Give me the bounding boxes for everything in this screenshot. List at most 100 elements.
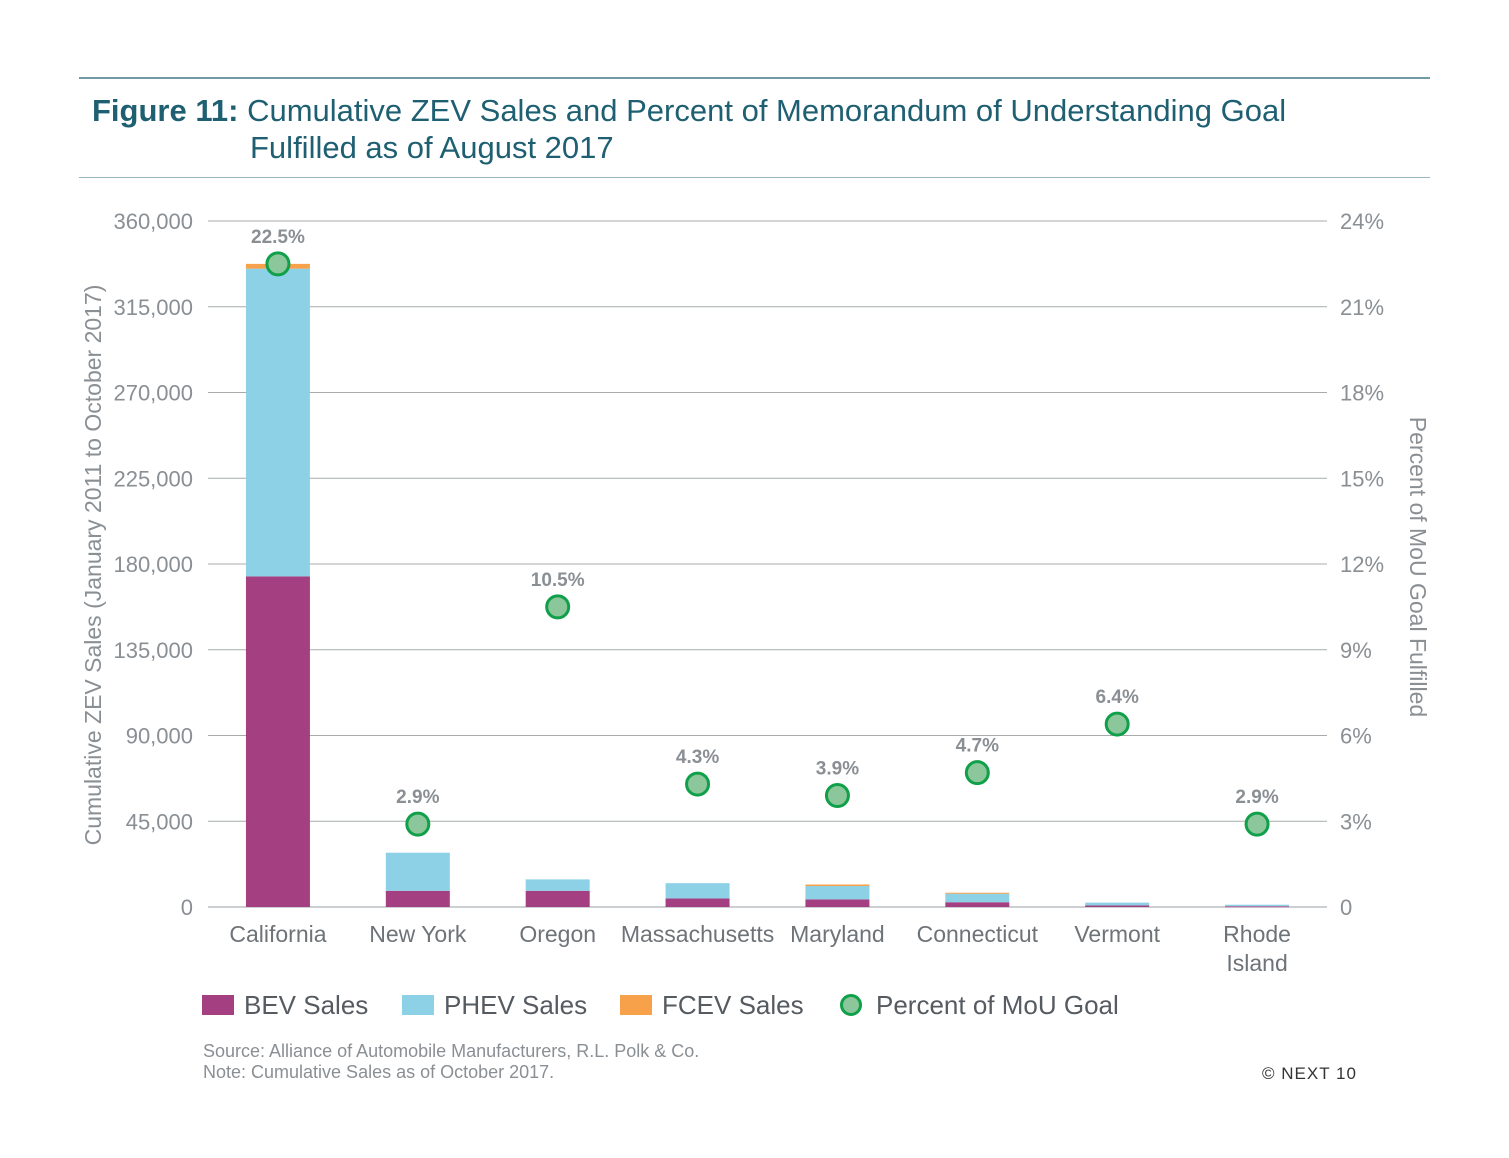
category-label-line: Connecticut xyxy=(917,921,1039,947)
percent-point xyxy=(1104,711,1130,737)
bar-segment xyxy=(245,268,310,577)
category-label-line: Rhode xyxy=(1223,921,1291,947)
legend-bev-label: BEV Sales xyxy=(244,989,369,1020)
title-line-2: Fulfilled as of August 2017 xyxy=(250,130,614,165)
data-label: 4.3% xyxy=(676,747,719,768)
percent-point xyxy=(405,811,431,837)
source-note: Source: Alliance of Automobile Manufactu… xyxy=(203,1041,700,1061)
y-tick-label: 180,000 xyxy=(113,552,193,577)
legend-bev: BEV Sales xyxy=(202,985,368,1025)
y-tick-label: 135,000 xyxy=(113,638,193,663)
bar-segment xyxy=(525,879,590,891)
percent-point xyxy=(545,594,571,620)
y-tick-label: 315,000 xyxy=(113,295,193,320)
bars xyxy=(245,263,1290,908)
category-label: Oregon xyxy=(519,921,596,947)
data-label: 2.9% xyxy=(1235,787,1278,808)
bar-segment xyxy=(245,576,310,907)
legend-phev-swatch xyxy=(402,995,434,1015)
y2-tick-label: 18% xyxy=(1340,381,1384,406)
legend: BEV Sales PHEV Sales FCEV Sales Percent … xyxy=(0,985,1509,1025)
legend-fcev: FCEV Sales xyxy=(620,985,804,1025)
y2-tick-label: 0 xyxy=(1340,895,1352,920)
y2-tick-label: 9% xyxy=(1340,638,1372,663)
legend-percent: Percent of MoU Goal xyxy=(840,985,1119,1025)
y-tick-label: 90,000 xyxy=(126,724,193,749)
y2-tick-label: 24% xyxy=(1340,209,1384,234)
category-label: Connecticut xyxy=(917,921,1039,947)
legend-fcev-label: FCEV Sales xyxy=(662,989,804,1020)
y-tick-label: 360,000 xyxy=(113,209,193,234)
category-label-line: Massachusetts xyxy=(621,921,774,947)
category-label-line: Oregon xyxy=(519,921,596,947)
figure-label: Figure 11: xyxy=(92,93,239,128)
category-label-line: California xyxy=(229,921,326,947)
bar-segment xyxy=(945,902,1010,907)
category-label: Massachusetts xyxy=(621,921,774,947)
bar-segment xyxy=(1085,905,1150,907)
percent-point xyxy=(685,771,711,797)
chart-notes: Source: Alliance of Automobile Manufactu… xyxy=(203,1041,699,1083)
category-label: New York xyxy=(369,921,467,947)
data-label: 10.5% xyxy=(531,570,585,591)
data-label: 2.9% xyxy=(396,787,439,808)
bar-segment xyxy=(805,886,870,900)
bar-segment xyxy=(945,893,1010,903)
y2-tick-label: 3% xyxy=(1340,809,1372,834)
bar-segment xyxy=(1225,906,1290,908)
y-tick-label: 225,000 xyxy=(113,466,193,491)
y-tick-label: 270,000 xyxy=(113,381,193,406)
bar-segment xyxy=(945,892,1010,894)
y-tick-label: 0 xyxy=(181,895,193,920)
bar-segment xyxy=(1225,904,1290,907)
y2-axis-label: Percent of MoU Goal Fulfilled xyxy=(1405,417,1431,717)
y-tick-label: 45,000 xyxy=(126,809,193,834)
gridlines xyxy=(208,220,1327,908)
data-label: 4.7% xyxy=(956,736,999,757)
legend-percent-label: Percent of MoU Goal xyxy=(876,989,1119,1020)
category-label: Maryland xyxy=(790,921,885,947)
category-label-line: Vermont xyxy=(1074,921,1160,947)
top-rule xyxy=(79,77,1430,79)
bar-segment xyxy=(1085,902,1150,906)
bar-segment xyxy=(805,884,870,887)
chart-title: Figure 11: Cumulative ZEV Sales and Perc… xyxy=(92,92,1412,166)
category-label-line: Island xyxy=(1226,950,1287,976)
legend-phev-label: PHEV Sales xyxy=(444,989,588,1020)
legend-bev-swatch xyxy=(202,995,234,1015)
percent-point xyxy=(824,783,850,809)
percent-points: 22.5% 2.9% 10.5% 4.3% 3.9% 4.7% 6.4% 2.9% xyxy=(251,227,1279,837)
y2-tick-label: 21% xyxy=(1340,295,1384,320)
bar-segment xyxy=(525,890,590,907)
percent-point xyxy=(1244,811,1270,837)
category-label-line: New York xyxy=(369,921,467,947)
sales-note: Note: Cumulative Sales as of October 201… xyxy=(203,1062,555,1082)
percent-point xyxy=(265,251,291,277)
category-label: Vermont xyxy=(1074,921,1160,947)
category-labels: California New York Oregon Massachusetts Mar… xyxy=(229,921,1291,976)
category-label: Rhode Island xyxy=(1223,921,1291,976)
bar-segment xyxy=(805,899,870,907)
data-label: 3.9% xyxy=(816,759,859,780)
category-label-line: Maryland xyxy=(790,921,885,947)
copyright: © NEXT 10 xyxy=(1262,1064,1357,1083)
data-label: 6.4% xyxy=(1096,687,1139,708)
y2-tick-label: 12% xyxy=(1340,552,1384,577)
data-label: 22.5% xyxy=(251,227,305,248)
bar-segment xyxy=(665,883,730,899)
bar-segment xyxy=(665,898,730,907)
y2-tick-label: 6% xyxy=(1340,724,1372,749)
right-axis-ticks: 0 3% 6% 9% 12% 15% 18% 21% 24% xyxy=(1340,209,1384,920)
legend-percent-dot xyxy=(840,994,862,1016)
legend-phev: PHEV Sales xyxy=(402,985,587,1025)
title-rule xyxy=(79,177,1430,178)
category-label: California xyxy=(229,921,326,947)
legend-fcev-swatch xyxy=(620,995,652,1015)
y-axis-label: Cumulative ZEV Sales (January 2011 to Oc… xyxy=(80,285,106,846)
percent-point xyxy=(964,760,990,786)
left-axis-ticks: 0 45,000 90,000 135,000 180,000 225,000 270,00… xyxy=(113,209,193,920)
bar-segment xyxy=(385,852,450,891)
bar-segment xyxy=(385,890,450,907)
y2-tick-label: 15% xyxy=(1340,466,1384,491)
